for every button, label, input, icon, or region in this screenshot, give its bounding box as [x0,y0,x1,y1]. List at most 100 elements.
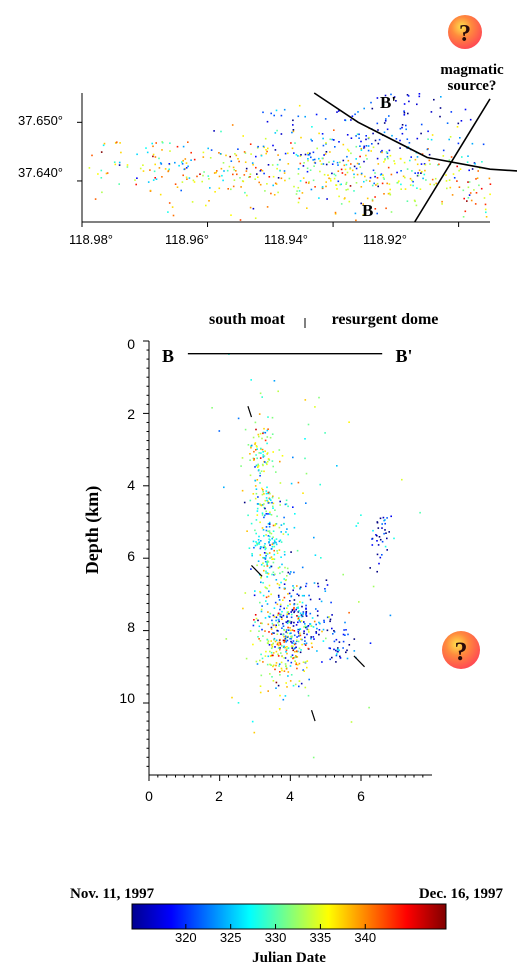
hypocenter-point [263,565,265,567]
epicenter-point [298,190,301,192]
hypocenter-point [289,680,292,682]
epicenter-point [401,126,403,129]
hypocenter-point [249,453,251,455]
epicenter-point [364,175,366,178]
epicenter-point [330,180,332,182]
hypocenter-point [270,565,273,568]
epicenter-point [346,155,348,158]
epicenter-point [214,191,216,193]
hypocenter-point [302,492,304,494]
hypocenter-point [271,676,273,678]
hypocenter-point [304,661,307,663]
epicenter-point [280,177,283,180]
hypocenter-point [271,501,273,504]
epicenter-point [311,126,313,128]
epicenter-point [274,149,277,151]
epicenter-point [233,169,235,171]
epicenter-point [233,179,236,181]
epicenter-point [416,187,418,189]
hypocenter-point [298,685,300,688]
epicenter-point [401,124,404,126]
epicenter-point [376,97,379,99]
hypocenter-point [257,466,259,468]
hypocenter-point [271,632,274,634]
epicenter-point [382,174,384,176]
hypocenter-point [267,615,270,618]
epicenter-point [379,174,382,176]
hypocenter-point [259,601,261,604]
hypocenter-point [289,603,291,606]
epicenter-point [416,163,419,166]
hypocenter-point [346,657,349,660]
hypocenter-point [299,651,302,654]
epicenter-point [321,186,324,188]
hypocenter-point [290,661,293,664]
magmatic-source-line2: source? [448,78,497,94]
epicenter-point [435,182,437,185]
epicenter-point [309,169,312,171]
hypocenter-point [280,661,283,664]
hypocenter-point [277,653,279,656]
epicenter-point [358,133,360,136]
hypocenter-point [316,610,319,612]
hypocenter-point [335,638,338,641]
hypocenter-point [291,642,293,644]
hypocenter-point [307,423,310,426]
hypocenter-point [324,432,326,434]
hypocenter-point [319,483,321,486]
epicenter-point [470,199,473,202]
hypocenter-point [259,640,262,642]
hypocenter-point [284,663,287,665]
hypocenter-point [237,702,240,704]
epicenter-point [489,193,491,196]
epicenter-point [303,162,305,164]
epicenter-point [476,177,479,179]
epicenter-point [299,162,302,165]
hypocenter-point [293,608,295,611]
hypocenter-point [293,603,295,606]
hypocenter-point [330,601,332,604]
hypocenter-point [262,529,265,531]
hypocenter-point [277,630,279,632]
hypocenter-point [315,632,318,634]
epicenter-point [417,174,420,177]
epicenter-point [242,180,245,183]
hypocenter-point [277,594,280,597]
hypocenter-point [251,720,254,723]
hypocenter-point [295,663,297,666]
epicenter-point [372,132,374,135]
hypocenter-point [298,635,300,637]
hypocenter-point [286,646,288,648]
epicenter-point [190,151,192,154]
hypocenter-point [255,464,258,467]
epicenter-point [489,183,492,185]
hypocenter-point [376,570,378,573]
hypocenter-point [290,571,292,573]
hypocenter-point [255,454,257,456]
epicenter-point [345,163,348,166]
hypocenter-point [281,669,283,672]
epicenter-point [266,120,269,123]
epicenter-point [103,142,106,145]
hypocenter-point [388,531,390,533]
hypocenter-point [303,632,305,635]
hypocenter-point [260,581,262,584]
epicenter-point [466,200,468,202]
epicenter-point [202,156,205,158]
hypocenter-point [271,537,273,540]
epicenter-point [91,154,93,157]
hypocenter-point [285,668,288,670]
hypocenter-point [256,663,259,665]
hypocenter-point [265,526,268,528]
epicenter-point [280,133,283,135]
hypocenter-point [284,503,287,506]
hypocenter-point [287,571,290,574]
hypocenter-point [264,450,266,452]
epicenter-point [257,176,259,178]
hypocenter-point [337,647,339,649]
hypocenter-point [328,616,330,618]
epicenter-point [168,202,171,204]
hypocenter-point [297,617,300,619]
hypocenter-point [368,706,370,709]
epicenter-point [238,160,240,163]
